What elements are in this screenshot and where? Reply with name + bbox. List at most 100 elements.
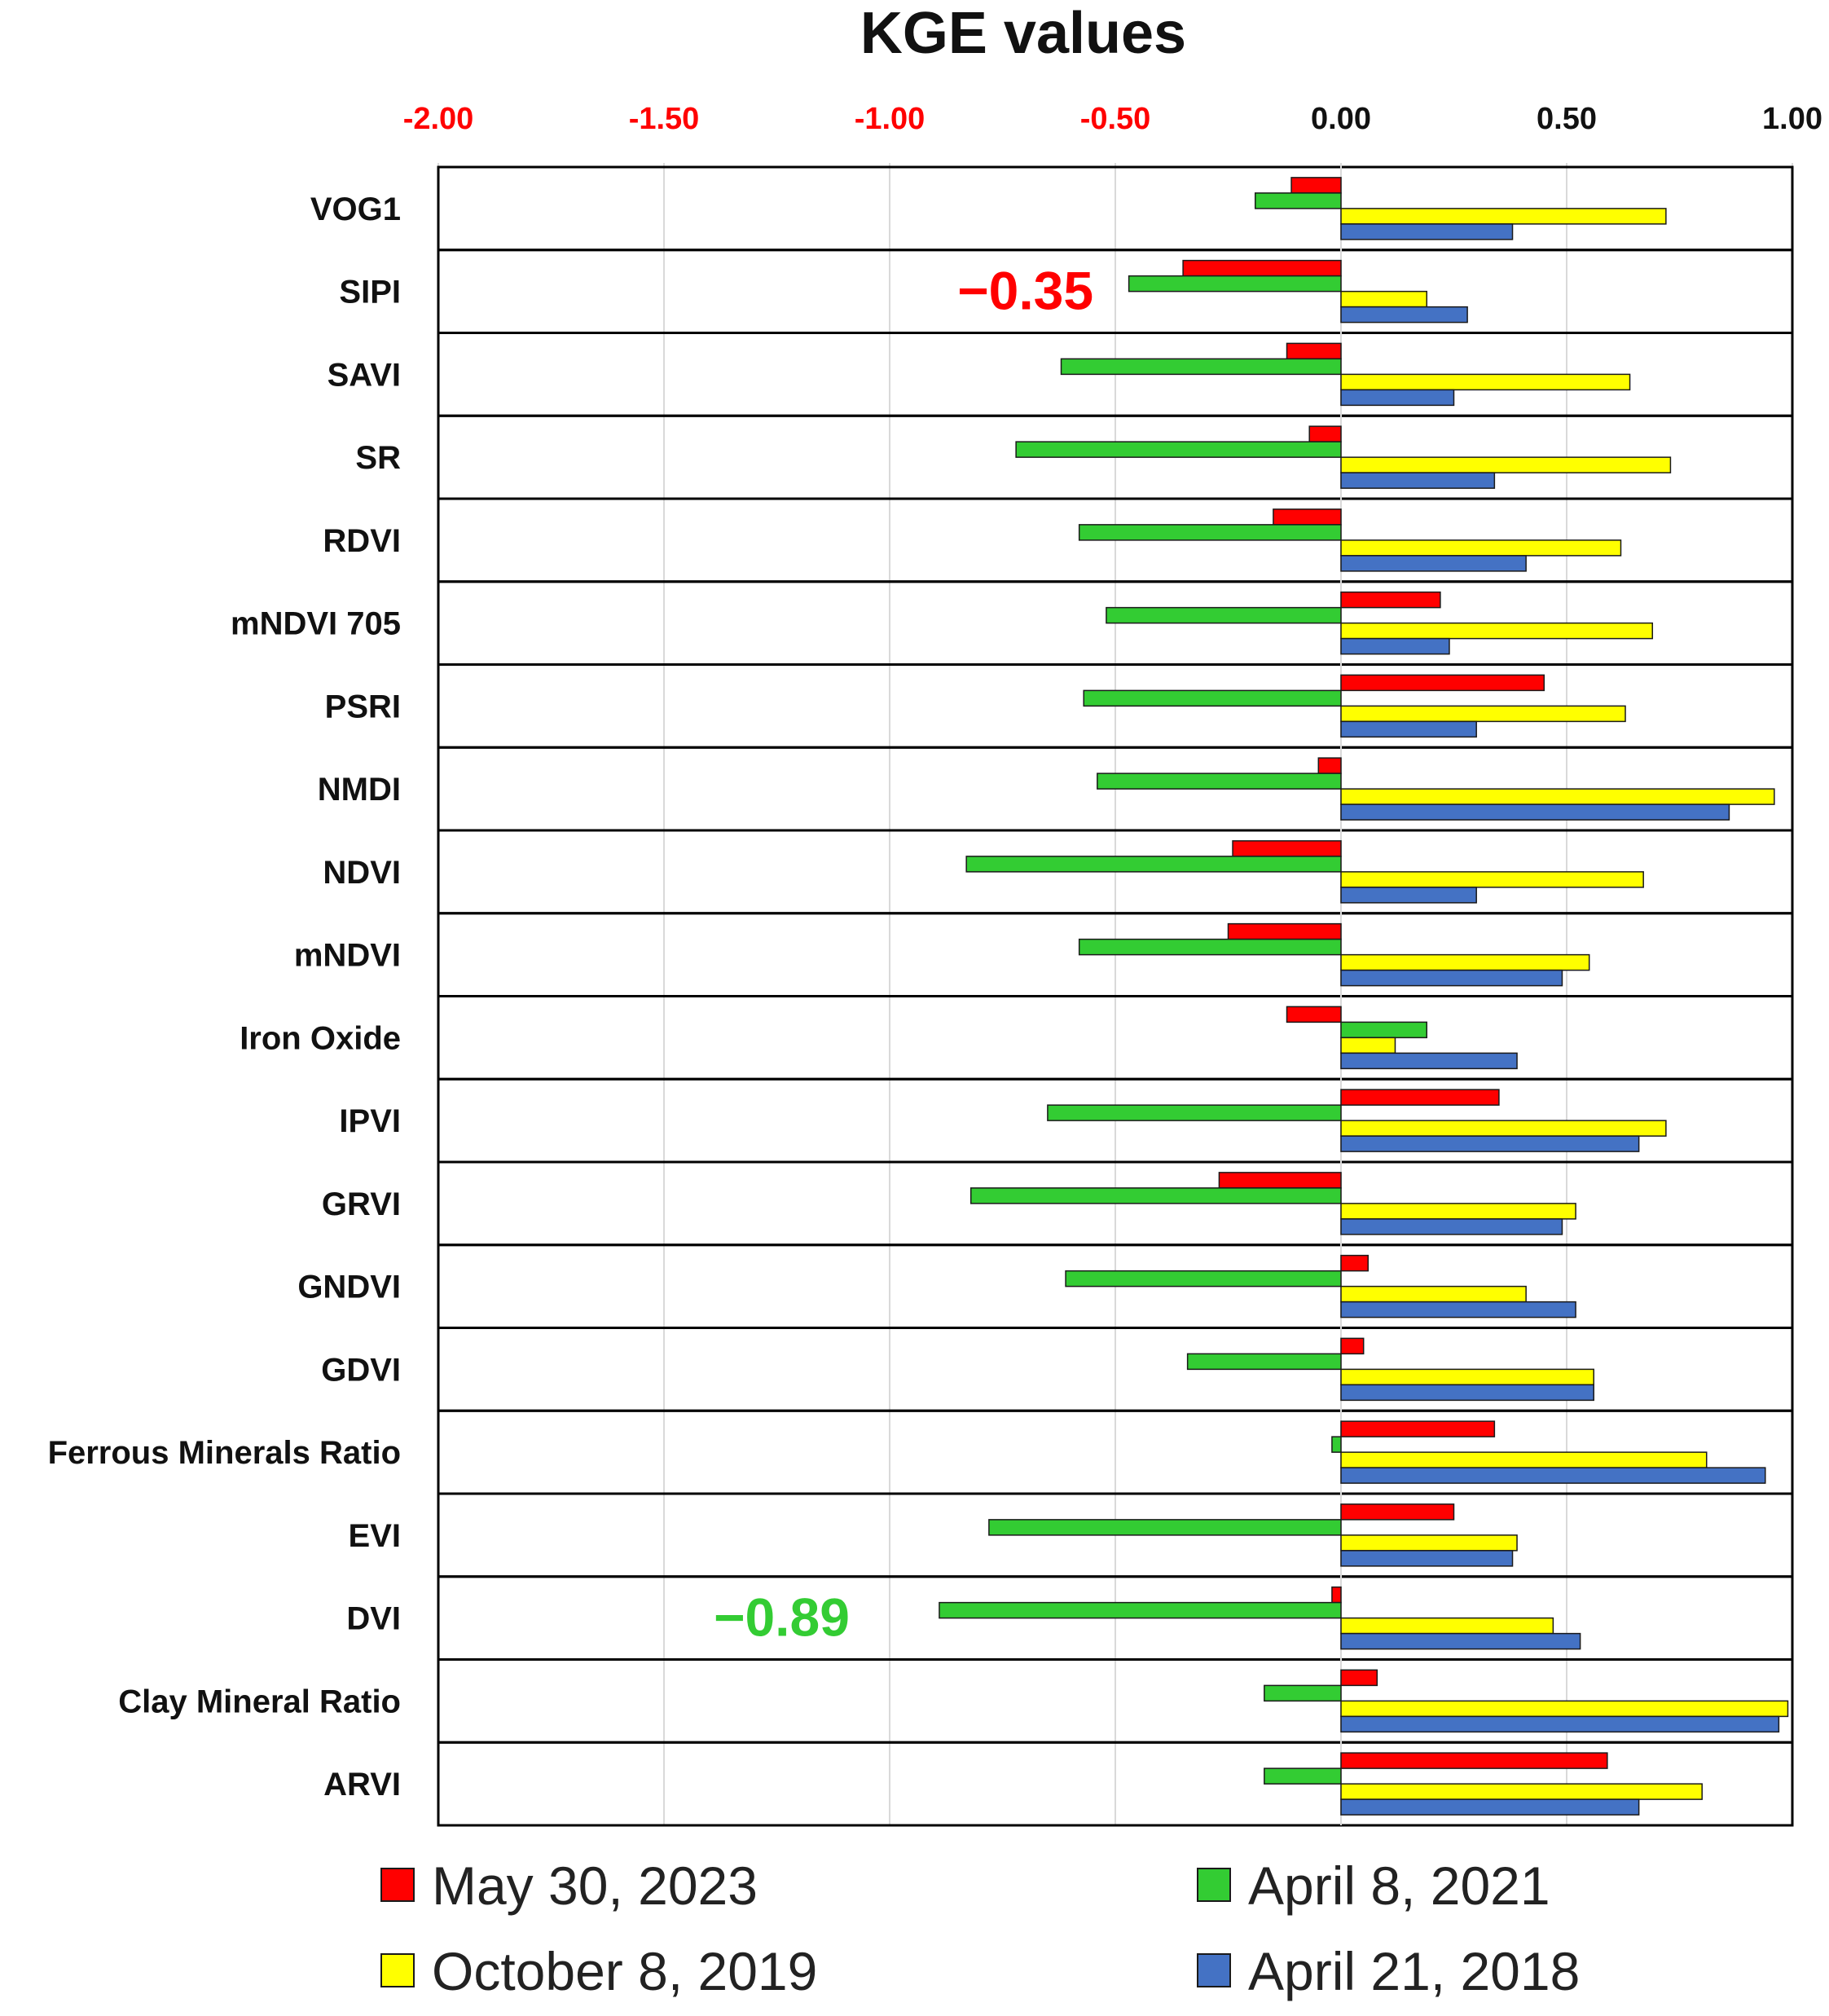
legend-swatch-may-30-2023 (380, 1868, 415, 1902)
bar-gndvi-october-8-2019 (1340, 1285, 1527, 1303)
bar-rdvi-may-30-2023 (1273, 508, 1342, 526)
bar-iron-oxide-april-21-2018 (1340, 1052, 1518, 1070)
bar-ferrous-minerals-ratio-april-21-2018 (1340, 1467, 1766, 1484)
category-label: mNDVI 705 (231, 606, 401, 642)
bar-sr-october-8-2019 (1340, 456, 1672, 473)
category-label: IPVI (339, 1103, 401, 1139)
category-label: SIPI (339, 275, 401, 310)
bar-iron-oxide-october-8-2019 (1340, 1037, 1396, 1054)
category-label: Iron Oxide (240, 1020, 401, 1056)
bar-gdvi-april-8-2021 (1186, 1353, 1342, 1371)
category-row-frame (437, 1741, 1794, 1827)
legend-swatch-october-8-2019 (380, 1953, 415, 1987)
bar-evi-april-8-2021 (988, 1519, 1342, 1536)
annotation-dvi: −0.89 (714, 1587, 850, 1648)
bar-gdvi-may-30-2023 (1340, 1337, 1365, 1355)
bar-ipvi-april-21-2018 (1340, 1135, 1640, 1152)
bar-psri-april-21-2018 (1340, 720, 1477, 738)
bar-ipvi-may-30-2023 (1340, 1089, 1500, 1106)
x-tick-label: 1.00 (1762, 102, 1822, 136)
bar-ndvi-october-8-2019 (1340, 871, 1644, 888)
bar-vog1-april-8-2021 (1254, 192, 1342, 209)
bar-ferrous-minerals-ratio-may-30-2023 (1340, 1420, 1496, 1437)
category-label: GDVI (321, 1352, 401, 1388)
legend: May 30, 2023 April 8, 2021 October 8, 2019… (380, 1855, 1580, 2001)
bar-evi-october-8-2019 (1340, 1534, 1518, 1552)
category-label: DVI (346, 1601, 401, 1637)
bar-vog1-october-8-2019 (1340, 208, 1667, 225)
category-label: SR (355, 440, 401, 476)
annotations: −0.35 −0.89 (714, 261, 1093, 1648)
bar-sipi-april-8-2021 (1128, 275, 1342, 293)
x-tick-labels: -2.00 -1.50 -1.00 -0.50 0.00 0.50 1.00 (403, 102, 1822, 136)
bar-rdvi-april-21-2018 (1340, 555, 1527, 572)
bar-arvi-october-8-2019 (1340, 1783, 1703, 1800)
bar-sr-april-21-2018 (1340, 472, 1496, 489)
bar-grvi-may-30-2023 (1218, 1172, 1342, 1189)
bar-arvi-april-21-2018 (1340, 1798, 1640, 1816)
bar-rdvi-october-8-2019 (1340, 539, 1622, 557)
bar-iron-oxide-may-30-2023 (1286, 1006, 1342, 1023)
category-label: NMDI (318, 772, 401, 808)
category-label: mNDVI (294, 938, 401, 974)
bar-sipi-october-8-2019 (1340, 290, 1428, 308)
bar-dvi-october-8-2019 (1340, 1617, 1554, 1635)
bar-dvi-may-30-2023 (1331, 1586, 1342, 1604)
bar-arvi-may-30-2023 (1340, 1752, 1608, 1769)
bar-savi-may-30-2023 (1286, 342, 1342, 360)
bar-savi-april-21-2018 (1340, 389, 1455, 407)
bar-clay-mineral-ratio-may-30-2023 (1340, 1669, 1378, 1687)
category-label: ARVI (323, 1767, 401, 1803)
bar-dvi-april-21-2018 (1340, 1632, 1581, 1650)
bar-gdvi-october-8-2019 (1340, 1368, 1594, 1386)
bar-nmdi-april-8-2021 (1097, 773, 1342, 790)
bar-gndvi-april-21-2018 (1340, 1301, 1576, 1318)
bar-mndvi-705-april-21-2018 (1340, 637, 1450, 655)
bar-mndvi-may-30-2023 (1227, 922, 1342, 940)
bar-vog1-may-30-2023 (1290, 177, 1342, 194)
bar-grvi-april-21-2018 (1340, 1218, 1563, 1235)
bar-mndvi-705-april-8-2021 (1106, 606, 1342, 624)
bar-mndvi-705-october-8-2019 (1340, 622, 1654, 640)
bar-mndvi-october-8-2019 (1340, 953, 1590, 971)
bar-ferrous-minerals-ratio-october-8-2019 (1340, 1451, 1708, 1468)
bar-mndvi-april-21-2018 (1340, 969, 1563, 987)
bar-savi-october-8-2019 (1340, 373, 1631, 391)
bar-dvi-april-8-2021 (939, 1601, 1342, 1619)
bar-savi-april-8-2021 (1060, 358, 1342, 376)
bar-rdvi-april-8-2021 (1078, 524, 1342, 541)
category-rows (437, 163, 1794, 1827)
bar-gdvi-april-21-2018 (1340, 1384, 1594, 1402)
chart-title: KGE values (860, 1, 1186, 66)
bar-sr-april-8-2021 (1015, 441, 1342, 458)
bar-evi-may-30-2023 (1340, 1503, 1455, 1521)
x-tick-label: 0.50 (1537, 102, 1597, 136)
legend-swatch-april-21-2018 (1197, 1953, 1231, 1987)
bar-gndvi-may-30-2023 (1340, 1254, 1369, 1272)
bar-clay-mineral-ratio-april-8-2021 (1264, 1684, 1342, 1702)
bar-grvi-april-8-2021 (969, 1187, 1342, 1204)
bar-sipi-april-21-2018 (1340, 306, 1468, 324)
category-label: Ferrous Minerals Ratio (48, 1435, 401, 1471)
bar-ndvi-april-8-2021 (965, 856, 1342, 873)
bar-nmdi-october-8-2019 (1340, 788, 1775, 805)
category-label: NDVI (323, 855, 401, 891)
category-label: Clay Mineral Ratio (118, 1684, 401, 1719)
x-tick-label: -1.50 (629, 102, 700, 136)
bar-clay-mineral-ratio-october-8-2019 (1340, 1700, 1789, 1718)
annotation-sipi: −0.35 (957, 261, 1093, 321)
bar-ipvi-april-8-2021 (1047, 1104, 1342, 1121)
bar-iron-oxide-april-8-2021 (1340, 1021, 1428, 1039)
bar-clay-mineral-ratio-april-21-2018 (1340, 1715, 1780, 1733)
category-label: PSRI (325, 689, 401, 724)
x-tick-label: -0.50 (1080, 102, 1151, 136)
category-label: GNDVI (297, 1270, 401, 1305)
x-tick-label: 0.00 (1311, 102, 1371, 136)
bar-ndvi-may-30-2023 (1232, 840, 1342, 857)
bar-nmdi-april-21-2018 (1340, 803, 1730, 821)
bar-ferrous-minerals-ratio-april-8-2021 (1331, 1436, 1342, 1453)
bar-arvi-april-8-2021 (1264, 1767, 1342, 1785)
bar-ndvi-april-21-2018 (1340, 887, 1477, 904)
legend-label-october-8-2019: October 8, 2019 (432, 1941, 817, 2001)
